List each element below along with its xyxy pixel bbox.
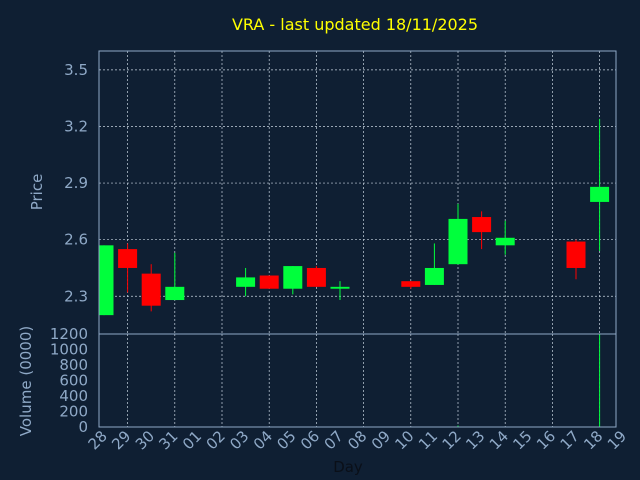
volume-tick-label: 1200	[50, 325, 88, 343]
candle-29	[118, 243, 138, 293]
candle-07	[330, 281, 350, 301]
volume-tick-label: 600	[59, 372, 88, 390]
x-tick-label: 15	[509, 427, 535, 453]
candle-17	[566, 239, 586, 280]
candle-18	[590, 118, 610, 251]
candle-12	[448, 203, 468, 265]
candle-03	[236, 267, 256, 297]
x-axis-label: Day	[333, 458, 363, 476]
price-tick-labels: 2.3 2.6 2.9 3.2 3.5	[64, 61, 88, 305]
candle-body	[424, 267, 444, 285]
candle-body	[283, 266, 303, 289]
x-tick-label: 28	[85, 427, 111, 453]
x-tick-label: 02	[203, 427, 229, 453]
candle-body	[165, 286, 185, 301]
candle-31	[165, 252, 185, 301]
candle-body	[472, 217, 492, 233]
x-tick-label: 18	[580, 427, 606, 453]
volume-tick-label: 400	[59, 387, 88, 405]
price-tick-label: 2.6	[64, 231, 88, 249]
candle-04	[259, 275, 279, 289]
price-axis-label: Price	[28, 174, 46, 211]
candle-14	[495, 220, 515, 255]
volume-bars-layer	[457, 334, 601, 427]
candle-body	[99, 245, 114, 316]
candle-body	[495, 237, 515, 246]
x-tick-label: 16	[533, 427, 559, 453]
candle-body	[566, 241, 586, 268]
price-tick-label: 3.2	[64, 117, 88, 135]
x-tick-label: 08	[344, 427, 370, 453]
candle-06	[306, 266, 326, 287]
x-tick-label: 19	[604, 427, 630, 453]
candle-body	[118, 249, 138, 268]
volume-tick-label: 0	[78, 418, 88, 436]
volume-panel-frame	[98, 333, 617, 428]
candle-10	[401, 281, 421, 289]
x-tick-label: 10	[391, 427, 417, 453]
chart-title: VRA - last updated 18/11/2025	[232, 15, 478, 34]
candle-body	[259, 275, 279, 289]
x-tick-label: 06	[297, 427, 323, 453]
volume-axis-label: Volume (0000)	[17, 326, 35, 436]
candle-13	[472, 211, 492, 250]
x-tick-label: 11	[415, 427, 441, 453]
x-tick-label: 07	[321, 427, 347, 453]
candle-body	[590, 186, 610, 202]
x-tick-label: 09	[368, 427, 394, 453]
x-tick-label: 05	[273, 427, 299, 453]
price-tick-label: 2.3	[64, 287, 88, 305]
price-tick-label: 2.9	[64, 174, 88, 192]
x-tick-label: 01	[179, 427, 205, 453]
candle-30	[141, 264, 161, 312]
candle-body	[448, 218, 468, 265]
x-tick-label: 31	[155, 427, 181, 453]
x-tick-label: 29	[108, 427, 134, 453]
price-tick-label: 3.5	[64, 61, 88, 79]
x-tick-label: 17	[557, 427, 583, 453]
candle-body	[306, 267, 326, 287]
x-tick-label: 14	[486, 427, 512, 453]
volume-tick-label: 200	[59, 403, 88, 421]
x-tick-label: 12	[439, 427, 465, 453]
candles-layer	[99, 118, 610, 316]
volume-gridlines	[127, 334, 600, 427]
candle-05	[283, 266, 303, 295]
candle-body	[236, 277, 256, 287]
candle-body	[141, 273, 161, 306]
candle-11	[424, 243, 444, 285]
x-tick-label: 03	[226, 427, 252, 453]
candle-body	[401, 281, 421, 287]
x-tick-label: 13	[462, 427, 488, 453]
candle-body	[330, 286, 350, 289]
x-tick-label: 30	[132, 427, 158, 453]
volume-tick-label: 1000	[50, 341, 88, 359]
x-tick-label: 04	[250, 427, 276, 453]
x-tick-labels: 2829303101020304050607080910111213141516…	[85, 427, 630, 453]
volume-tick-label: 800	[59, 356, 88, 374]
candle-28	[99, 245, 114, 316]
